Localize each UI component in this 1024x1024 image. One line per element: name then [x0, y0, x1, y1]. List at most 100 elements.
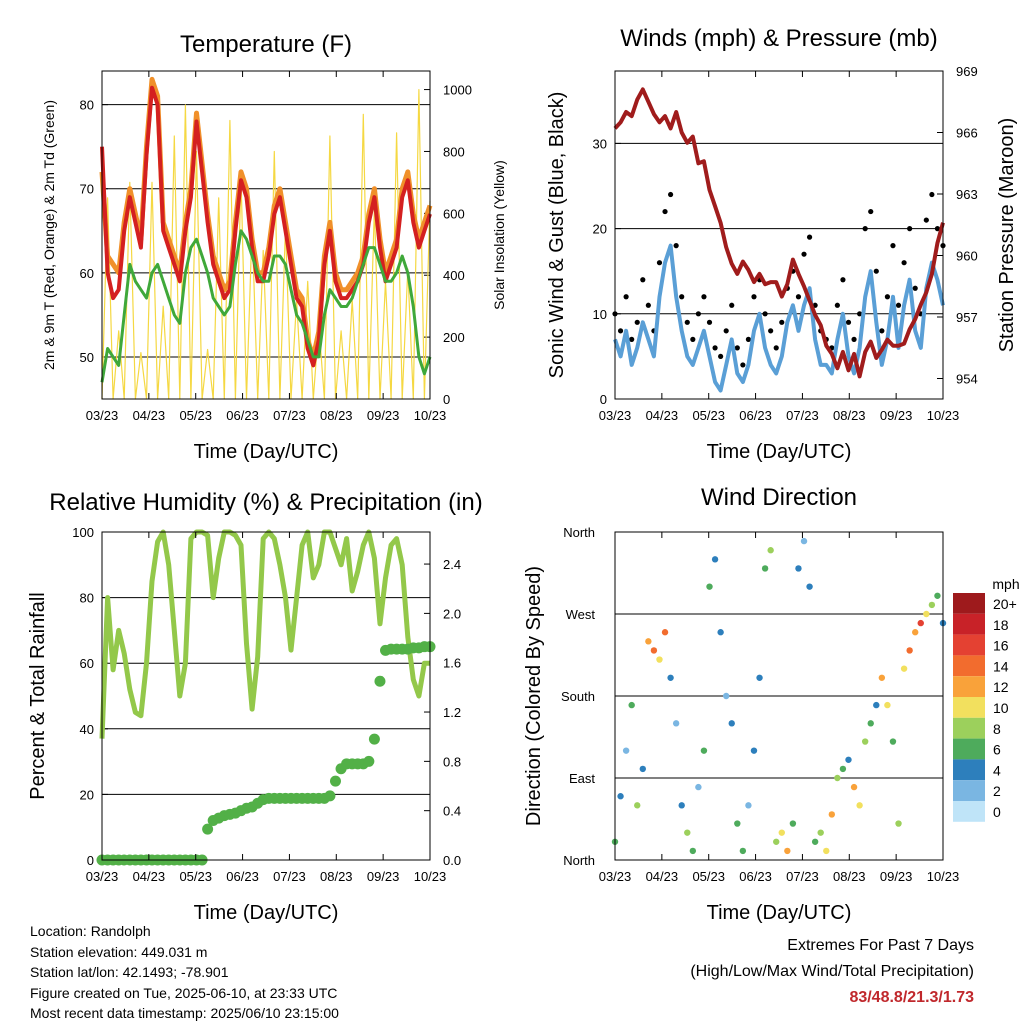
- dir-ytick-label: North: [563, 525, 595, 540]
- dir-point: [739, 847, 747, 855]
- wind-ytick-label: 20: [593, 222, 607, 237]
- wind-gust-point: [662, 208, 668, 215]
- dir-point: [656, 656, 663, 663]
- temp-xtick-label: 03/23: [86, 408, 119, 423]
- dir-ylabel: Direction (Colored By Speed): [523, 566, 545, 826]
- precip-point: [374, 675, 386, 687]
- wind-ylabel-right: Station Pressure (Maroon): [996, 118, 1018, 353]
- wind-gust-point: [890, 243, 896, 249]
- temp-xtick-label: 05/23: [179, 408, 212, 423]
- wind-gust-point: [729, 302, 735, 308]
- rh-ytick-right-label: 2.4: [443, 557, 461, 572]
- temp-ytick-right-label: 600: [443, 206, 465, 221]
- rh-ytick-label: 100: [72, 525, 94, 540]
- wind-xtick-label: 06/23: [739, 408, 772, 423]
- wind-gust-point: [734, 345, 740, 351]
- rh-ytick-right-label: 1.2: [443, 705, 461, 720]
- dir-point: [895, 820, 902, 827]
- dir-point: [617, 793, 624, 800]
- wind-xtick-label: 09/23: [880, 408, 913, 423]
- rh-ytick-label: 40: [80, 722, 94, 737]
- extremes-box: Extremes For Past 7 Days (High/Low/Max W…: [690, 933, 974, 1011]
- wind-gust-point: [901, 260, 907, 266]
- rh-ylabel-left: Percent & Total Rainfall: [27, 592, 49, 800]
- station-info: Location: Randolph Station elevation: 44…: [30, 921, 339, 1024]
- recent-timestamp: Most recent data timestamp: 2025/06/10 2…: [30, 1005, 339, 1021]
- temp-ytick-right-label: 800: [443, 144, 465, 159]
- dir-xtick-label: 04/23: [646, 869, 679, 884]
- dir-title: Wind Direction: [701, 484, 857, 511]
- dir-legend-swatch: [953, 593, 985, 614]
- precip-point: [324, 790, 336, 802]
- dir-legend-swatch: [953, 738, 985, 760]
- wind-gust-point: [907, 226, 913, 232]
- dir-point: [734, 820, 741, 827]
- temp-ytick-label: 60: [80, 266, 94, 281]
- temp-ytick-right-label: 400: [443, 268, 465, 283]
- dir-point: [828, 811, 836, 818]
- rh-frame: [101, 531, 431, 861]
- dir-point: [645, 638, 652, 645]
- dir-point: [684, 829, 691, 836]
- wind-gust-point: [768, 328, 774, 334]
- dir-point: [761, 565, 769, 572]
- wind-gust-point: [712, 345, 718, 351]
- rh-ytick-right-label: 1.6: [443, 656, 461, 671]
- wind-ytick-right-label: 963: [956, 187, 978, 202]
- dir-point: [806, 583, 813, 590]
- temp-insolation-line: [101, 88, 431, 400]
- wind-gust-point: [656, 260, 663, 266]
- temp-ylabel-right: Solar Insolation (Yellow): [491, 160, 507, 310]
- rh-ytick-right-label: 0.8: [443, 754, 461, 769]
- wind-gust-point: [706, 319, 713, 325]
- wind-gust-point: [701, 294, 707, 300]
- dir-point: [900, 665, 908, 672]
- dir-legend-swatch: [953, 780, 985, 801]
- dir-legend-swatch: [953, 634, 985, 656]
- dir-point: [628, 701, 635, 709]
- dir-point: [711, 556, 719, 563]
- wind-gust-point: [806, 234, 813, 240]
- dir-point: [873, 701, 880, 709]
- dir-point: [745, 802, 752, 809]
- wind-ytick-right-label: 966: [956, 126, 978, 141]
- dir-legend-swatch: [953, 801, 985, 822]
- rh-xtick-label: 10/23: [414, 869, 447, 884]
- dir-xtick-label: 09/23: [880, 869, 913, 884]
- rh-ytick-right-label: 0.4: [443, 804, 461, 819]
- dir-frame: [614, 531, 944, 861]
- dir-point: [672, 720, 680, 727]
- temp-xtick-label: 07/23: [273, 408, 306, 423]
- dir-legend-label: 2: [993, 783, 1001, 799]
- temp-dewpoint-line: [100, 229, 432, 383]
- dir-point: [778, 829, 785, 836]
- dir-xtick-label: 07/23: [786, 869, 819, 884]
- dir-xtick-label: 06/23: [739, 869, 772, 884]
- temp-ytick-label: 70: [80, 182, 94, 197]
- wind-xtick-label: 07/23: [786, 408, 819, 423]
- dir-legend-swatch: [953, 717, 985, 739]
- dir-point: [784, 847, 791, 855]
- rh-ytick-label: 60: [80, 656, 94, 671]
- dir-legend-label: 10: [993, 700, 1009, 716]
- dir-legend-label: 6: [993, 742, 1001, 758]
- rh-title: Relative Humidity (%) & Precipitation (i…: [49, 489, 482, 516]
- station-location: Location: Randolph: [30, 923, 151, 939]
- dir-ytick-label: East: [569, 771, 595, 786]
- dir-point: [906, 647, 913, 654]
- wind-xtick-label: 03/23: [599, 408, 632, 423]
- wind-xtick-label: 04/23: [646, 408, 679, 423]
- dir-point: [834, 774, 841, 782]
- wind-speed-line: [613, 243, 945, 393]
- wind-gust-point: [762, 311, 768, 317]
- dir-point: [750, 747, 758, 754]
- wind-gust-point: [773, 345, 779, 351]
- precip-point: [363, 755, 375, 767]
- temp-ytick-label: 80: [80, 98, 94, 113]
- dir-legend-swatch: [953, 655, 985, 677]
- dir-point: [912, 629, 919, 636]
- dir-point: [889, 738, 897, 745]
- wind-gust-point: [645, 302, 651, 308]
- dir-legend-label: 20+: [993, 596, 1017, 612]
